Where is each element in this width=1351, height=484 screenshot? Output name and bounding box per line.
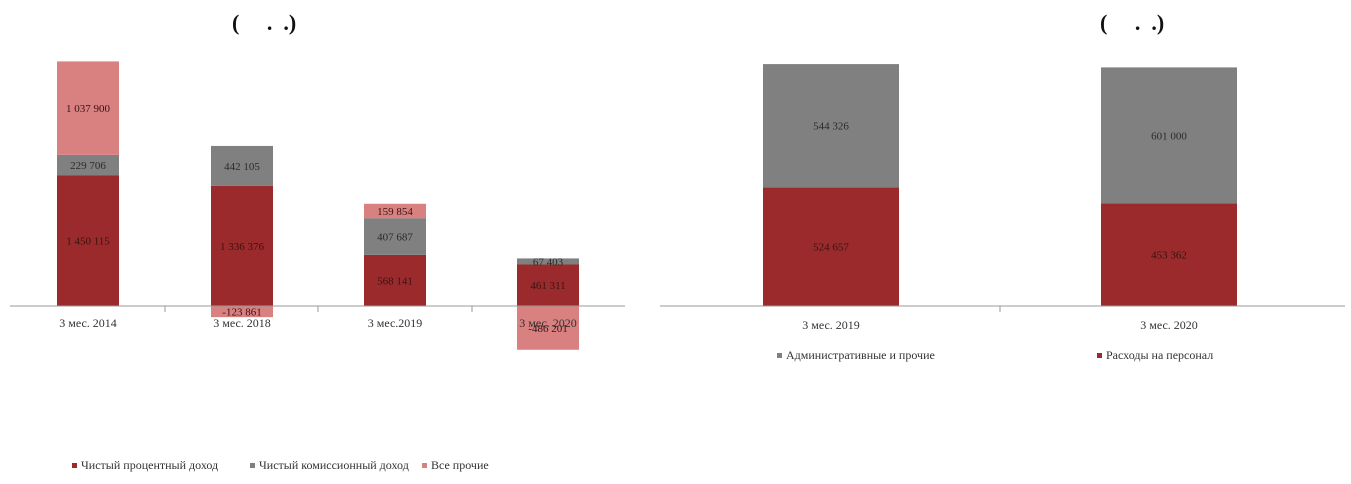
- bar-segment: [211, 185, 273, 306]
- data-label: 1 037 900: [66, 103, 111, 115]
- legend-swatch: [72, 463, 77, 468]
- x-tick-label: 3 мес. 2020: [519, 316, 577, 330]
- bar-segment: [517, 306, 579, 350]
- bar-segment: [57, 61, 119, 155]
- data-label: 229 706: [70, 160, 106, 172]
- bar-segment: [57, 175, 119, 306]
- bar-segment: [364, 218, 426, 255]
- data-label: 461 311: [530, 280, 565, 292]
- data-label: 1 336 376: [220, 241, 265, 253]
- bar-segment: [211, 306, 273, 318]
- data-label: 67 403: [533, 256, 564, 268]
- legend-label: Чистый процентный доход: [81, 458, 218, 472]
- data-label: 407 687: [377, 232, 413, 244]
- bar-segment: [364, 203, 426, 219]
- data-label: -123 861: [222, 307, 261, 319]
- x-tick-label: 3 мес.2019: [368, 316, 423, 330]
- data-label: 568 141: [377, 275, 413, 287]
- data-label: 601 000: [1151, 130, 1187, 142]
- bar-segment: [517, 258, 579, 265]
- bar-segment: [211, 145, 273, 186]
- data-label: 544 326: [813, 121, 849, 133]
- legend-label: Расходы на персонал: [1106, 348, 1213, 362]
- data-label: 159 854: [377, 206, 413, 218]
- x-tick-label: 3 мес. 2020: [1140, 318, 1198, 332]
- legend-label: Чистый комиссионный доход: [259, 458, 409, 472]
- x-tick-label: 3 мес. 2019: [802, 318, 860, 332]
- legend-swatch: [777, 353, 782, 358]
- bar-segment: [517, 264, 579, 306]
- data-label: 1 450 115: [66, 236, 110, 248]
- legend-label: Административные и прочие: [786, 348, 935, 362]
- bar-segment: [364, 254, 426, 306]
- legend-swatch: [1097, 353, 1102, 358]
- bar-segment: [763, 64, 899, 188]
- bar-segment: [1101, 67, 1237, 204]
- x-tick-label: 3 мес. 2018: [213, 316, 271, 330]
- chart-title-left: ( . .): [232, 10, 297, 35]
- legend-swatch: [422, 463, 427, 468]
- data-label: 453 362: [1151, 250, 1187, 262]
- legend-label: Все прочие: [431, 458, 489, 472]
- bar-segment: [1101, 203, 1237, 306]
- data-label: -486 201: [528, 323, 567, 335]
- x-tick-label: 3 мес. 2014: [59, 316, 117, 330]
- data-label: 524 657: [813, 242, 849, 254]
- data-label: 442 105: [224, 161, 260, 173]
- bar-segment: [763, 187, 899, 306]
- bar-segment: [57, 154, 119, 176]
- chart-title-right: ( . .): [1100, 10, 1165, 35]
- legend-swatch: [250, 463, 255, 468]
